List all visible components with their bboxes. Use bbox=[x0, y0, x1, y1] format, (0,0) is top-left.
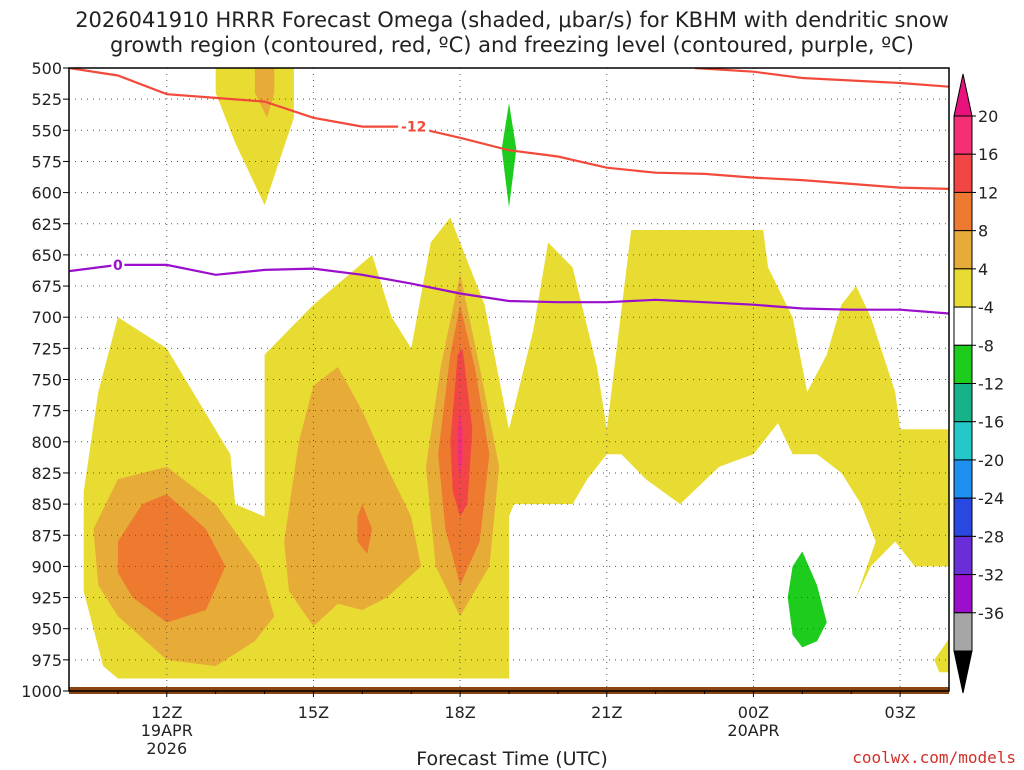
colorbar-swatch-4 bbox=[953, 268, 973, 308]
y-tick-label-20: 1000 bbox=[21, 682, 62, 701]
y-tick-label-15: 875 bbox=[31, 526, 62, 545]
colorbar-label-2: 12 bbox=[978, 183, 998, 202]
y-tick-label-11: 775 bbox=[31, 402, 62, 421]
colorbar-swatch-6 bbox=[953, 344, 973, 384]
x-tick-label-3: 21Z bbox=[591, 703, 622, 722]
y-tick-label-12: 800 bbox=[31, 433, 62, 452]
colorbar-swatch-10 bbox=[953, 497, 973, 537]
y-tick-label-13: 825 bbox=[31, 464, 62, 483]
y-tick-label-3: 575 bbox=[31, 152, 62, 171]
colorbar-swatch-2 bbox=[953, 191, 973, 232]
x-tick-sublabel-4-0: 20APR bbox=[727, 721, 779, 740]
x-tick-label-0: 12Z bbox=[151, 703, 182, 722]
omega-region-1 bbox=[254, 68, 275, 118]
y-axis: 500 525 550 575 600 625 650 675 700 725 750 775 800 8… bbox=[21, 59, 69, 701]
contour-label-1: 0 bbox=[113, 258, 123, 274]
y-tick-label-18: 950 bbox=[31, 620, 62, 639]
colorbar-swatch-1 bbox=[953, 153, 973, 193]
y-tick-label-10: 750 bbox=[31, 371, 62, 390]
colorbar-label-7: -12 bbox=[978, 375, 1004, 394]
y-tick-label-9: 725 bbox=[31, 339, 62, 358]
colorbar-label-13: -36 bbox=[978, 604, 1004, 623]
colorbar-swatch-13 bbox=[953, 612, 973, 652]
colorbar-swatch-8 bbox=[953, 421, 973, 461]
colorbar: 20 16 12 8 4 -4 -8 -12 -16 -20 -24 -28 -32 -36 bbox=[953, 73, 1004, 694]
omega-region-2 bbox=[501, 102, 517, 208]
x-axis-title: Forecast Time (UTC) bbox=[416, 748, 608, 770]
colorbar-label-5: -4 bbox=[978, 298, 994, 317]
contour-lines: -12 0 bbox=[69, 68, 949, 315]
contour-label-bg-1 bbox=[111, 256, 125, 272]
omega-region-12 bbox=[787, 551, 827, 648]
y-tick-label-17: 925 bbox=[31, 589, 62, 608]
colorbar-label-8: -16 bbox=[978, 413, 1004, 432]
colorbar-top-arrow bbox=[953, 73, 973, 117]
y-tick-label-0: 500 bbox=[31, 59, 62, 78]
colorbar-label-1: 16 bbox=[978, 145, 998, 164]
contour-label-bg-0 bbox=[398, 118, 430, 134]
y-tick-label-16: 900 bbox=[31, 557, 62, 576]
x-tick-label-4: 00Z bbox=[738, 703, 769, 722]
title-line-2: growth region (contoured, red, ºC) and f… bbox=[110, 33, 914, 57]
colorbar-label-9: -20 bbox=[978, 451, 1004, 470]
y-tick-label-1: 525 bbox=[31, 90, 62, 109]
title-line-1: 2026041910 HRRR Forecast Omega (shaded, … bbox=[75, 8, 949, 32]
colorbar-label-3: 8 bbox=[978, 222, 988, 241]
x-tick-sublabel-0-1: 2026 bbox=[146, 739, 187, 758]
colorbar-swatch-5 bbox=[953, 306, 973, 346]
colorbar-swatch-11 bbox=[953, 535, 973, 576]
colorbar-label-11: -28 bbox=[978, 527, 1004, 546]
contour-label-0: -12 bbox=[401, 120, 426, 136]
y-tick-label-5: 625 bbox=[31, 215, 62, 234]
omega-shading bbox=[83, 68, 949, 679]
y-tick-label-14: 850 bbox=[31, 495, 62, 514]
colorbar-swatch-7 bbox=[953, 383, 973, 423]
colorbar-label-0: 20 bbox=[978, 107, 998, 126]
x-tick-label-1: 15Z bbox=[298, 703, 329, 722]
omega-region-7 bbox=[357, 504, 373, 554]
omega-region-5 bbox=[117, 494, 226, 623]
contour-line-0 bbox=[69, 263, 949, 315]
y-tick-label-2: 550 bbox=[31, 121, 62, 140]
credit-text: coolwx.com/models bbox=[852, 748, 1016, 767]
omega-region-13 bbox=[934, 638, 949, 673]
omega-region-0 bbox=[215, 68, 294, 206]
x-tick-sublabel-0-0: 19APR bbox=[141, 721, 193, 740]
omega-region-6 bbox=[284, 367, 421, 627]
colorbar-swatch-0 bbox=[953, 115, 973, 155]
y-tick-label-19: 975 bbox=[31, 651, 62, 670]
x-tick-label-2: 18Z bbox=[444, 703, 475, 722]
colorbar-swatch-3 bbox=[953, 230, 973, 270]
contour-line--12b bbox=[694, 68, 949, 88]
y-tick-label-8: 700 bbox=[31, 308, 62, 327]
colorbar-bottom-arrow bbox=[953, 650, 973, 694]
colorbar-label-10: -24 bbox=[978, 489, 1004, 508]
colorbar-label-6: -8 bbox=[978, 336, 994, 355]
chart-title: 2026041910 HRRR Forecast Omega (shaded, … bbox=[0, 8, 1024, 58]
y-tick-label-7: 675 bbox=[31, 277, 62, 296]
x-tick-label-5: 03Z bbox=[884, 703, 915, 722]
colorbar-swatch-12 bbox=[953, 574, 973, 614]
y-tick-label-4: 600 bbox=[31, 184, 62, 203]
colorbar-label-12: -32 bbox=[978, 566, 1004, 585]
contour-line--12 bbox=[69, 68, 949, 190]
colorbar-label-4: 4 bbox=[978, 260, 988, 279]
omega-region-11 bbox=[457, 410, 463, 480]
colorbar-swatch-9 bbox=[953, 459, 973, 499]
y-tick-label-6: 650 bbox=[31, 246, 62, 265]
